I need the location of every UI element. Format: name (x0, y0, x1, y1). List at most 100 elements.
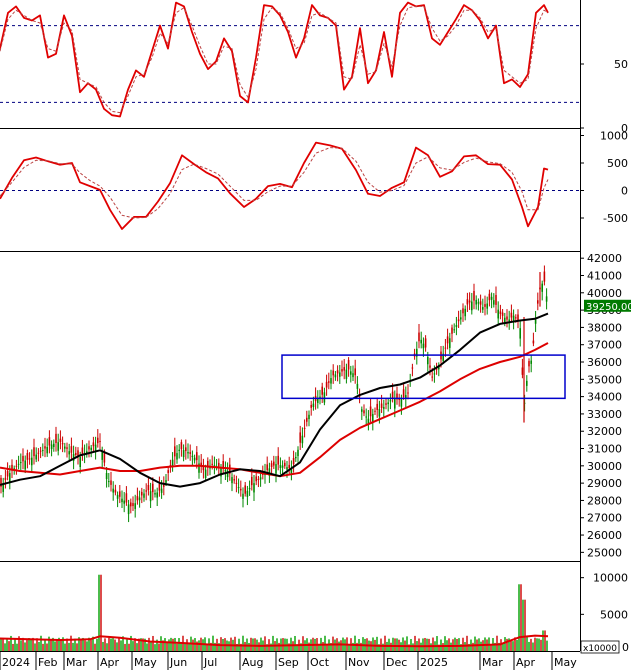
x-tick-label: Apr (100, 656, 120, 669)
price-tick-label: 35000 (587, 373, 622, 386)
volume-bar (426, 638, 428, 651)
candle-body (253, 483, 255, 493)
volume-bar (106, 643, 108, 651)
volume-bar (278, 642, 280, 651)
volume-bar (326, 643, 328, 651)
candle-body (163, 484, 165, 487)
volume-bar (102, 641, 104, 651)
candle-body (354, 368, 356, 376)
volume-bar (454, 637, 456, 651)
volume-bar (536, 638, 538, 651)
volume-bar (234, 636, 236, 651)
volume-bar (34, 643, 36, 651)
candle-body (165, 480, 167, 483)
price-panel: 4200041000400003900038000370003600035000… (0, 252, 631, 559)
candle-body (226, 470, 229, 478)
candle-body (495, 295, 497, 305)
volume-bar (152, 635, 154, 651)
candle-body (37, 452, 40, 454)
candle-body (400, 398, 403, 407)
volume-bar (50, 639, 52, 651)
candle-body (347, 359, 350, 370)
macd-tick-label: 500 (607, 157, 628, 170)
volume-bar (442, 643, 444, 651)
candle-body (33, 447, 35, 457)
candle-body (457, 319, 460, 322)
price-tick-label: 32000 (587, 425, 622, 438)
volume-bar (514, 637, 516, 651)
volume-bar (72, 642, 74, 651)
candle-body (202, 466, 205, 471)
candle-body (187, 451, 189, 454)
stochastic-panel: 50 0 (0, 1, 628, 135)
candle-body (198, 463, 200, 473)
candle-body (235, 482, 238, 484)
candle-body (279, 465, 282, 469)
volume-bar (384, 635, 386, 651)
candle-body (286, 467, 288, 470)
volume-bar (402, 637, 404, 651)
price-tick-label: 27000 (587, 512, 622, 525)
volume-bar (432, 637, 434, 651)
candle-body (290, 469, 293, 475)
volume-bar (294, 635, 296, 651)
candle-body (231, 477, 233, 484)
candle-body (20, 462, 22, 464)
volume-bar (524, 599, 526, 651)
volume-bar (516, 639, 518, 651)
candle-body (534, 319, 537, 324)
macd-tick-label: 0 (621, 185, 628, 198)
volume-bar (270, 643, 272, 651)
candle-body (273, 461, 275, 466)
volume-bar (46, 643, 48, 651)
volume-bar (8, 641, 10, 651)
candle-body (429, 365, 431, 368)
x-tick-label: Nov (348, 656, 370, 669)
volume-bar (250, 637, 252, 651)
x-tick-label: Mar (66, 656, 87, 669)
candle-body (365, 416, 367, 418)
volume-bar (26, 639, 28, 651)
candle-body (125, 493, 128, 503)
x-tick-label: May (554, 656, 577, 669)
volume-bar (180, 641, 182, 651)
volume-bar (126, 639, 128, 651)
candle-body (176, 453, 178, 460)
candle-body (284, 462, 286, 467)
volume-bar (212, 635, 214, 651)
volume-bar (22, 637, 24, 651)
volume-panel: 10000 5000 x10000 0 (0, 572, 629, 654)
volume-bar (496, 635, 498, 651)
candle-body (193, 457, 196, 461)
volume-bar (474, 636, 476, 651)
price-tick-label: 36000 (587, 356, 622, 369)
candle-body (339, 372, 341, 377)
candle-body (541, 283, 543, 292)
candle-body (295, 456, 297, 459)
volume-bar (422, 638, 424, 651)
volume-bar (2, 638, 4, 651)
candle-body (336, 370, 339, 374)
volume-bar (104, 638, 106, 651)
candle-body (251, 476, 253, 486)
x-tick-label: Mar (482, 656, 503, 669)
volume-scale-box (580, 640, 620, 654)
volume-bar (62, 637, 64, 651)
candle-body (145, 490, 147, 492)
candle-body (317, 398, 319, 403)
volume-bar (68, 642, 70, 651)
volume-bar (116, 642, 118, 651)
candle-body (246, 490, 249, 497)
volume-bar (198, 640, 200, 651)
volume-bar (458, 638, 460, 651)
volume-bar (502, 642, 504, 651)
volume-bar (466, 635, 468, 651)
volume-bar (94, 643, 96, 651)
candle-body (477, 302, 480, 304)
volume-bar (248, 642, 250, 651)
candle-body (385, 403, 387, 405)
volume-bar (140, 638, 142, 651)
volume-bar (206, 643, 208, 651)
volume-bar (176, 643, 178, 651)
candle-body (156, 492, 158, 498)
